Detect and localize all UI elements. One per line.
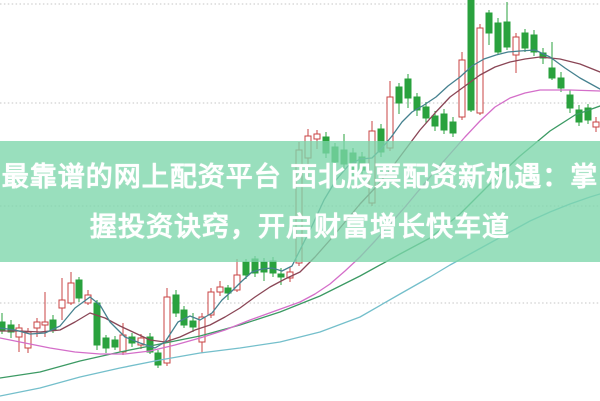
candle-down [111, 336, 119, 350]
candle-down [180, 306, 188, 328]
candle-down [242, 259, 250, 279]
candle-down [431, 111, 439, 131]
candle-down [575, 105, 583, 126]
candle-down [93, 300, 101, 350]
candle-down [548, 42, 556, 80]
candle-up [286, 267, 294, 282]
candle-down [584, 104, 592, 124]
candle-down [521, 29, 529, 52]
candle-up [198, 313, 206, 353]
candle-down [449, 117, 457, 137]
ma-line-ma10-maroon [0, 56, 600, 343]
candle-up [67, 272, 75, 305]
candle-up [233, 259, 241, 292]
candle-down [224, 285, 232, 300]
candle-down [172, 290, 180, 317]
banner-title-line2: 握投资诀窍，开启财富增长快车道 [90, 211, 510, 242]
candle-down [404, 74, 412, 108]
candle-down [494, 18, 502, 55]
candle-up [512, 33, 520, 73]
candle-up [592, 117, 600, 132]
candle-down [75, 277, 83, 302]
overlay-banner: 最靠谱的网上配资平台 西北股票配资新机遇：掌 握投资诀窍，开启财富增长快车道 [0, 141, 600, 262]
candle-down [154, 350, 162, 368]
candle-down [49, 315, 57, 333]
candle-down [102, 335, 110, 353]
candle-down [539, 48, 547, 64]
candle-down [467, 0, 475, 112]
candle-up [41, 292, 49, 337]
candle-down [413, 93, 421, 116]
candle-down [566, 90, 574, 113]
candle-down [530, 30, 538, 56]
candle-up [15, 324, 23, 352]
candle-down [422, 102, 430, 123]
candle-up [476, 24, 484, 115]
candle-down [189, 313, 197, 332]
ma-line-ma20-magenta [0, 89, 600, 355]
candle-down [440, 109, 448, 134]
candle-down [485, 10, 493, 45]
candle-down [395, 83, 403, 114]
candle-up [216, 281, 224, 296]
candle-up [163, 288, 171, 366]
banner-title-line1: 最靠谱的网上配资平台 西北股票配资新机遇：掌 [1, 161, 599, 192]
candle-down [557, 72, 565, 92]
candle-up [58, 278, 66, 320]
candle-down [503, 2, 511, 50]
